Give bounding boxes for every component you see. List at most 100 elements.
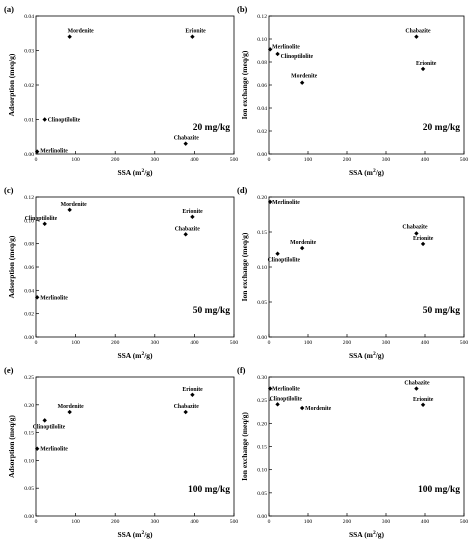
x-tick-label: 100 [304, 340, 313, 346]
y-tick-label: 0.20 [257, 421, 267, 427]
point-label: Mordenite [291, 74, 318, 80]
data-point-erionite [190, 392, 195, 397]
point-label: Chabazite [174, 404, 200, 410]
point-label: Clinoptilolite [48, 118, 81, 124]
point-label: Chabazite [175, 226, 201, 232]
point-label: Erionite [413, 397, 434, 403]
y-tick-label: 0.04 [24, 14, 34, 20]
y-tick-label: 0.00 [24, 514, 34, 520]
panel-letter: (e) [4, 365, 14, 375]
point-label: Erionite [182, 209, 203, 215]
x-tick-label: 200 [343, 519, 352, 525]
y-tick-label: 0.08 [257, 60, 267, 66]
data-point-merlinolite [34, 149, 40, 154]
x-tick-label: 300 [151, 157, 160, 163]
point-label: Clinoptilolite [268, 258, 301, 264]
x-axis-label-main: SSA (m [349, 351, 374, 360]
x-tick-label: 500 [460, 157, 469, 163]
data-point-chabazite [414, 386, 419, 391]
data-point-clinoptilolite [42, 221, 47, 227]
x-axis-label-main: SSA (m [349, 530, 374, 539]
x-axis-label: SSA (m2/g) [117, 168, 153, 177]
x-tick-label: 300 [382, 157, 391, 163]
y-tick-label: 0.02 [24, 312, 34, 318]
data-point-clinoptilolite [42, 117, 47, 122]
y-tick-label: 0.08 [24, 242, 34, 248]
x-axis-label-main: SSA (m [117, 168, 142, 177]
x-axis-label-tail: /g) [375, 351, 385, 360]
point-label: Merlinolite [272, 387, 300, 393]
x-tick-label: 300 [151, 519, 160, 525]
x-axis-label-superscript: 2 [373, 530, 376, 536]
point-label: Merlinolite [272, 200, 300, 206]
x-axis-label-superscript: 2 [141, 168, 144, 174]
data-point-chabazite [414, 231, 419, 236]
x-tick-label: 0 [35, 157, 38, 163]
x-tick-label: 100 [71, 519, 80, 525]
x-tick-label: 400 [190, 157, 199, 163]
x-tick-label: 500 [460, 519, 469, 525]
data-point-clinoptilolite [275, 251, 280, 256]
concentration-label: 20 mg/kg [423, 123, 460, 133]
panel-a: (a) 0 100 200 300 400 500 0.00 0.01 0.02 0.03 0.04 S… [4, 4, 238, 177]
y-tick-label: 0.25 [24, 375, 34, 381]
y-tick-label: 0.20 [24, 403, 34, 409]
x-axis-label-main: SSA (m [117, 530, 142, 539]
panel-letter: (b) [237, 4, 248, 14]
x-tick-label: 200 [111, 157, 120, 163]
concentration-label: 20 mg/kg [193, 123, 230, 133]
point-label: Mordenite [61, 202, 88, 208]
x-axis-label-superscript: 2 [373, 168, 376, 174]
x-tick-label: 300 [382, 519, 391, 525]
point-label: Chabazite [404, 381, 430, 387]
point-label: Erionite [416, 61, 437, 67]
y-tick-label: 0.00 [24, 335, 34, 341]
x-axis-label-tail: /g) [375, 168, 385, 177]
x-axis-label-main: SSA (m [117, 351, 142, 360]
data-point-mordenite [299, 80, 305, 85]
y-tick-label: 0.00 [257, 335, 267, 341]
x-axis-label-tail: /g) [143, 168, 153, 177]
y-axis-label: Ion exchange (meq/g) [240, 412, 249, 481]
data-point-chabazite [183, 141, 188, 146]
y-tick-label: 0.15 [24, 431, 34, 437]
y-tick-label: 0.15 [257, 445, 267, 451]
x-tick-label: 400 [190, 519, 199, 525]
point-label: Erionite [413, 236, 434, 242]
y-tick-label: 0.04 [257, 106, 267, 112]
data-point-chabazite [414, 34, 419, 39]
panel-b: (b) 0 100 200 300 400 500 0.00 0.02 0.04 0.06 0.08 0… [237, 4, 468, 177]
y-tick-label: 0.10 [24, 458, 34, 464]
y-axis-label: Adsorption (meq/g) [7, 235, 16, 298]
point-label: Merlinolite [40, 149, 68, 155]
data-point-merlinolite [267, 199, 273, 205]
x-axis-label: SSA (m2/g) [349, 530, 385, 539]
y-tick-label: 0.03 [24, 49, 34, 55]
y-tick-label: 0.02 [24, 83, 34, 89]
x-tick-label: 500 [230, 340, 239, 346]
y-tick-label: 0.05 [257, 491, 267, 497]
concentration-label: 50 mg/kg [423, 306, 460, 316]
data-point-merlinolite [34, 446, 40, 451]
y-tick-label: 0.10 [257, 265, 267, 271]
panel-e: (e) 0 100 200 300 400 500 0.00 0.05 0.10 0.15 0.20 0… [4, 365, 238, 539]
data-point-merlinolite [267, 47, 273, 52]
x-tick-label: 0 [268, 340, 271, 346]
y-tick-label: 0.12 [24, 195, 34, 201]
point-label: Mordenite [305, 406, 332, 412]
x-axis-label: SSA (m2/g) [349, 351, 385, 360]
concentration-label: 50 mg/kg [193, 306, 230, 316]
x-tick-label: 400 [421, 157, 430, 163]
data-point-merlinolite [267, 386, 273, 391]
data-point-merlinolite [34, 295, 40, 300]
point-label: Chabazite [405, 29, 431, 35]
x-tick-label: 200 [111, 519, 120, 525]
panel-letter: (c) [4, 185, 14, 195]
x-tick-label: 400 [421, 519, 430, 525]
panel-letter: (f) [237, 365, 246, 375]
y-tick-label: 0.10 [257, 37, 267, 43]
x-tick-label: 100 [71, 157, 80, 163]
point-label: Merlinolite [40, 295, 68, 301]
y-tick-label: 0.01 [24, 118, 34, 124]
